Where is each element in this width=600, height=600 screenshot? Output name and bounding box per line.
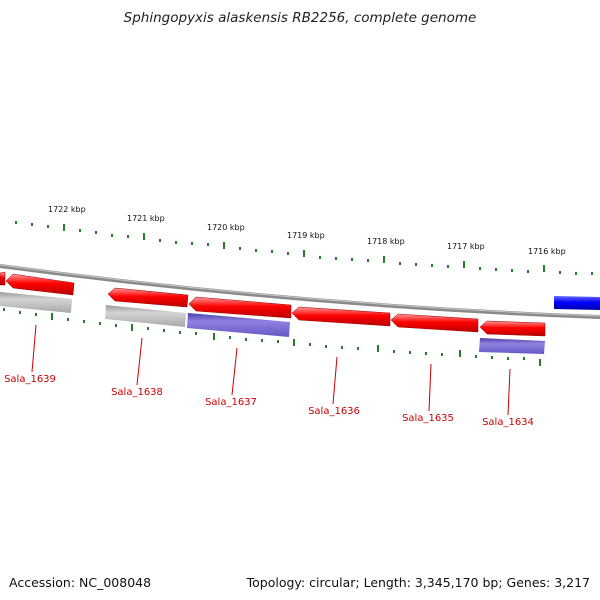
kbp-label: 1721 kbp xyxy=(127,214,165,223)
gene-arrow[interactable] xyxy=(107,287,189,308)
map-title: Sphingopyxis alaskensis RB2256, complete… xyxy=(123,10,477,26)
gene-label-sala-1636[interactable]: Sala_1636 xyxy=(308,406,360,417)
purple-feature[interactable] xyxy=(479,338,545,354)
gene-label-sala-1639[interactable]: Sala_1639 xyxy=(4,374,56,385)
kbp-label: 1720 kbp xyxy=(207,223,245,232)
gene-arrow[interactable] xyxy=(390,313,479,333)
accession-text: Accession: NC_008048 xyxy=(9,575,152,590)
gene-label-leaders xyxy=(31,324,511,416)
kbp-label: 1716 kbp xyxy=(528,247,566,256)
outer-scale-ticks xyxy=(15,221,593,275)
kbp-label: 1722 kbp xyxy=(48,205,86,214)
genome-backbone xyxy=(0,264,600,319)
kbp-label: 1719 kbp xyxy=(287,231,325,240)
gene-label-sala-1638[interactable]: Sala_1638 xyxy=(111,387,163,398)
grey-feature[interactable] xyxy=(105,305,186,327)
gene-label-sala-1634[interactable]: Sala_1634 xyxy=(482,417,534,428)
gene-label-sala-1637[interactable]: Sala_1637 xyxy=(205,397,257,408)
gene-arrows xyxy=(0,271,546,337)
kbp-label: 1718 kbp xyxy=(367,237,405,246)
gene-arrow[interactable] xyxy=(5,273,75,296)
gene-arrow[interactable] xyxy=(0,271,6,286)
gene-label-sala-1635[interactable]: Sala_1635 xyxy=(402,413,454,424)
feature-bars xyxy=(0,292,545,354)
kbp-labels: 1722 kbp 1721 kbp 1720 kbp 1719 kbp 1718… xyxy=(48,205,566,256)
gene-arrow[interactable] xyxy=(479,320,546,337)
genome-summary-text: Topology: circular; Length: 3,345,170 bp… xyxy=(246,575,590,590)
inner-scale-ticks xyxy=(3,308,541,366)
gene-labels: Sala_1639 Sala_1638 Sala_1637 Sala_1636 … xyxy=(4,374,534,428)
gene-arrow[interactable] xyxy=(188,296,292,319)
grey-feature[interactable] xyxy=(0,292,72,313)
kbp-label: 1717 kbp xyxy=(447,242,485,251)
purple-feature[interactable] xyxy=(187,313,290,337)
forward-gene-blue[interactable] xyxy=(554,296,600,310)
gene-arrow[interactable] xyxy=(291,306,391,327)
